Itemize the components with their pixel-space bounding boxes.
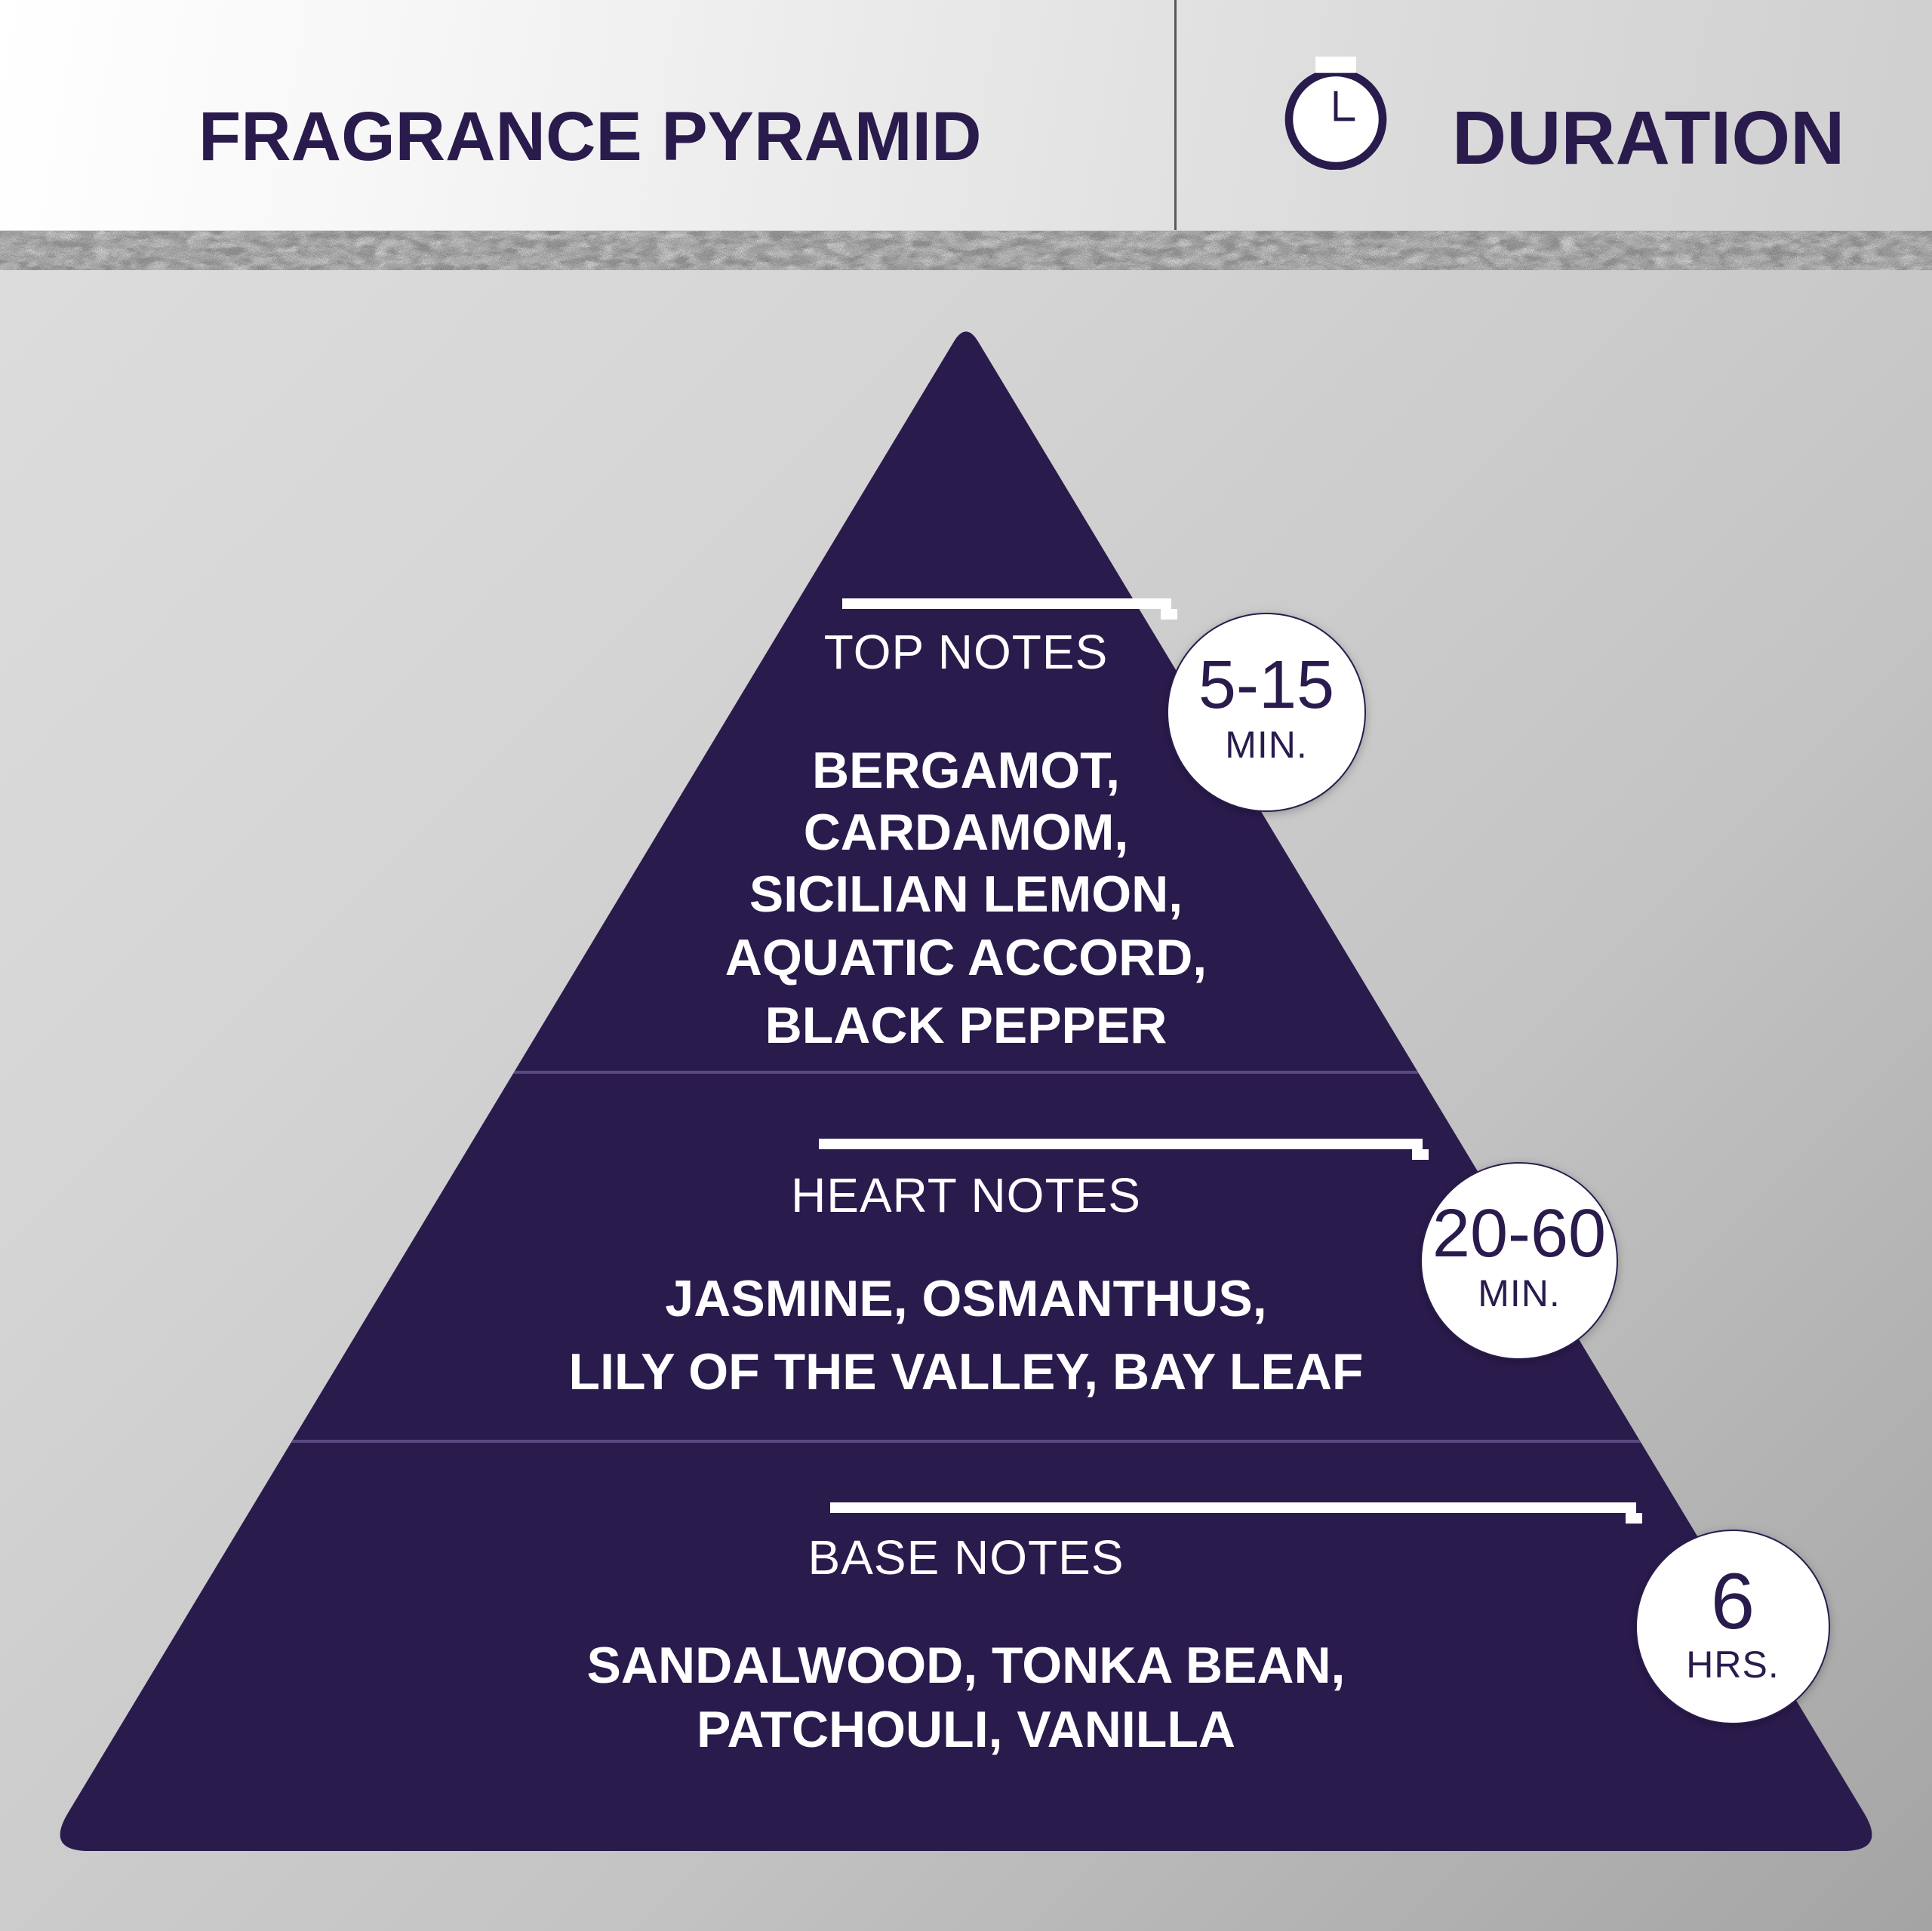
svg-text:TOP NOTES: TOP NOTES — [824, 625, 1109, 679]
svg-text:BERGAMOT,: BERGAMOT, — [812, 742, 1120, 799]
svg-text:AQUATIC ACCORD,: AQUATIC ACCORD, — [725, 929, 1207, 986]
svg-text:BASE NOTES: BASE NOTES — [808, 1530, 1124, 1585]
svg-text:HEART NOTES: HEART NOTES — [791, 1168, 1141, 1222]
svg-text:MIN.: MIN. — [1478, 1272, 1561, 1314]
svg-text:LILY OF THE VALLEY, BAY LEAF: LILY OF THE VALLEY, BAY LEAF — [569, 1343, 1364, 1401]
svg-text:MIN.: MIN. — [1225, 724, 1308, 766]
svg-text:20-60: 20-60 — [1432, 1196, 1606, 1271]
svg-text:JASMINE, OSMANTHUS,: JASMINE, OSMANTHUS, — [665, 1270, 1266, 1327]
svg-text:HRS.: HRS. — [1686, 1644, 1779, 1686]
svg-text:SICILIAN LEMON,: SICILIAN LEMON, — [749, 866, 1183, 923]
svg-text:PATCHOULI, VANILLA: PATCHOULI, VANILLA — [697, 1701, 1235, 1758]
svg-text:BLACK PEPPER: BLACK PEPPER — [765, 997, 1168, 1054]
svg-text:CARDAMOM,: CARDAMOM, — [804, 804, 1129, 861]
svg-text:SANDALWOOD, TONKA BEAN,: SANDALWOOD, TONKA BEAN, — [587, 1637, 1346, 1694]
svg-text:6: 6 — [1711, 1557, 1755, 1646]
svg-text:5-15: 5-15 — [1198, 647, 1334, 723]
